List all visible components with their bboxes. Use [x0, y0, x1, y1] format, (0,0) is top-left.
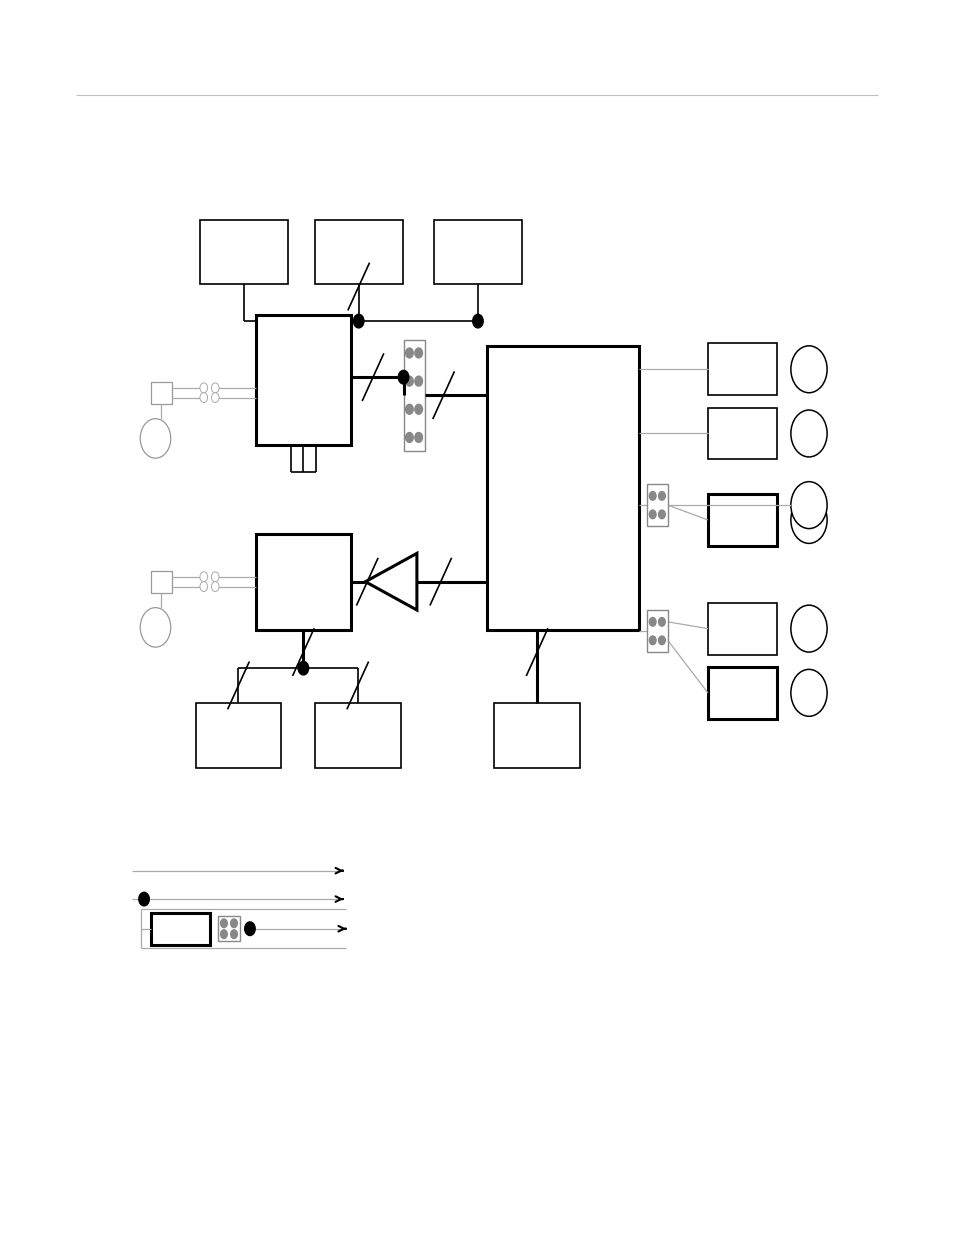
Circle shape [790, 605, 826, 652]
FancyBboxPatch shape [314, 220, 402, 284]
Circle shape [649, 618, 656, 626]
Circle shape [790, 410, 826, 457]
Circle shape [231, 930, 237, 939]
FancyBboxPatch shape [646, 610, 667, 652]
Circle shape [200, 572, 208, 582]
FancyBboxPatch shape [486, 346, 639, 630]
FancyBboxPatch shape [151, 913, 210, 945]
Circle shape [658, 636, 664, 645]
Circle shape [231, 919, 237, 927]
Circle shape [200, 383, 208, 393]
Circle shape [415, 348, 422, 358]
Circle shape [245, 921, 255, 936]
Circle shape [212, 393, 219, 403]
FancyBboxPatch shape [494, 703, 579, 768]
Circle shape [790, 482, 826, 529]
Circle shape [200, 393, 208, 403]
Circle shape [200, 582, 208, 592]
Circle shape [139, 892, 149, 906]
FancyBboxPatch shape [255, 534, 351, 630]
Circle shape [297, 662, 309, 674]
Circle shape [212, 572, 219, 582]
FancyBboxPatch shape [707, 603, 776, 655]
Circle shape [220, 919, 227, 927]
Circle shape [415, 404, 422, 414]
Circle shape [212, 383, 219, 393]
FancyBboxPatch shape [200, 220, 288, 284]
Circle shape [415, 377, 422, 387]
Circle shape [658, 618, 664, 626]
Circle shape [649, 492, 656, 500]
Circle shape [790, 346, 826, 393]
Circle shape [415, 432, 422, 442]
Circle shape [472, 314, 483, 329]
FancyBboxPatch shape [707, 343, 776, 395]
FancyBboxPatch shape [195, 703, 281, 768]
Circle shape [405, 377, 413, 387]
Circle shape [140, 608, 171, 647]
FancyBboxPatch shape [707, 494, 776, 546]
Circle shape [658, 492, 664, 500]
Circle shape [790, 669, 826, 716]
Circle shape [220, 930, 227, 939]
FancyBboxPatch shape [707, 667, 776, 719]
FancyBboxPatch shape [403, 340, 424, 451]
FancyBboxPatch shape [707, 408, 776, 459]
FancyBboxPatch shape [217, 916, 240, 941]
Circle shape [212, 582, 219, 592]
FancyBboxPatch shape [314, 703, 400, 768]
FancyBboxPatch shape [151, 571, 172, 593]
FancyBboxPatch shape [646, 484, 667, 526]
Circle shape [649, 636, 656, 645]
Circle shape [140, 419, 171, 458]
Circle shape [790, 496, 826, 543]
Circle shape [405, 404, 413, 414]
FancyBboxPatch shape [151, 382, 172, 404]
Circle shape [397, 370, 408, 384]
Circle shape [658, 510, 664, 519]
Circle shape [649, 510, 656, 519]
FancyBboxPatch shape [434, 220, 521, 284]
Circle shape [405, 348, 413, 358]
Circle shape [353, 314, 364, 329]
Circle shape [405, 432, 413, 442]
FancyBboxPatch shape [255, 315, 351, 445]
